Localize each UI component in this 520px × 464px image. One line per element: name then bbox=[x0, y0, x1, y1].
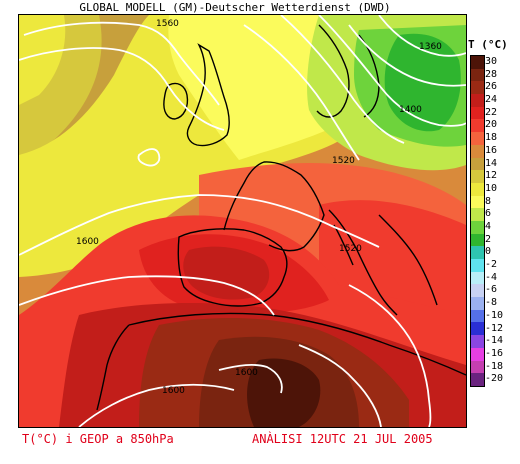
legend-tick-label: -8 bbox=[485, 297, 498, 309]
legend-title: T (°C) bbox=[468, 38, 508, 51]
isoline-label-1520-east: 1520 bbox=[339, 244, 362, 254]
temperature-map: 1560 1360 1400 1520 1600 1520 1600 1600 bbox=[18, 14, 467, 428]
temperature-band-10 bbox=[19, 15, 66, 105]
legend-tick-label: 12 bbox=[485, 170, 498, 182]
legend-tick-label: 24 bbox=[485, 94, 498, 106]
legend-tick-label: 14 bbox=[485, 157, 498, 169]
legend-swatch bbox=[471, 271, 484, 285]
legend-swatch bbox=[471, 119, 484, 133]
legend-swatch bbox=[471, 56, 484, 69]
legend-swatch bbox=[471, 132, 484, 145]
footer-variable-label: T(°C) i GEOP a 850hPa bbox=[22, 432, 174, 446]
legend-tick-label: -16 bbox=[485, 347, 504, 359]
legend-swatch bbox=[471, 246, 484, 259]
legend-tick-label: 30 bbox=[485, 56, 498, 67]
legend-tick-label: -14 bbox=[485, 335, 504, 347]
legend-color-bar bbox=[470, 55, 485, 387]
legend-tick-label: 2 bbox=[485, 233, 492, 245]
isoline-label-1600-west: 1600 bbox=[76, 237, 99, 247]
legend-tick-label: 18 bbox=[485, 132, 498, 144]
legend-tick-label: -18 bbox=[485, 360, 504, 372]
legend-tick-label: -12 bbox=[485, 322, 504, 334]
isoline-label-1520-north: 1520 bbox=[332, 156, 355, 166]
legend-swatch bbox=[471, 144, 484, 158]
legend-tick-label: 8 bbox=[485, 195, 492, 207]
legend-swatch bbox=[471, 297, 484, 310]
isoline-label-1600-southwest: 1600 bbox=[162, 386, 185, 396]
legend-labels: 30 28 26 24 22 20 18 16 14 12 10 8 6 4 2 0 -2 -4 -6 -8 -10 -1… bbox=[485, 55, 520, 385]
legend-tick-label: 10 bbox=[485, 182, 498, 194]
coastlines bbox=[96, 24, 466, 411]
isoline-label-1360: 1360 bbox=[419, 42, 442, 52]
legend-swatch bbox=[471, 182, 484, 196]
isoline-labels: 1560 1360 1400 1520 1600 1520 1600 1600 bbox=[76, 19, 442, 396]
legend-swatch bbox=[471, 94, 484, 107]
legend-tick-label: 16 bbox=[485, 144, 498, 156]
legend-swatch bbox=[471, 81, 484, 95]
legend-tick-label: -6 bbox=[485, 284, 498, 296]
legend-swatch bbox=[471, 233, 484, 247]
legend-swatch bbox=[471, 68, 484, 82]
isoline-label-1560: 1560 bbox=[156, 19, 179, 29]
temperature-band-24 bbox=[183, 246, 270, 300]
legend-swatch bbox=[471, 309, 484, 323]
legend-tick-label: 6 bbox=[485, 208, 492, 220]
geopotential-isolines bbox=[19, 15, 466, 427]
legend-tick-label: 0 bbox=[485, 246, 492, 258]
legend-swatch bbox=[471, 284, 484, 298]
legend-swatch bbox=[471, 157, 484, 171]
legend-swatch bbox=[471, 208, 484, 221]
legend-tick-label: 26 bbox=[485, 81, 498, 93]
legend-swatch bbox=[471, 335, 484, 348]
legend-tick-label: -2 bbox=[485, 259, 498, 271]
legend-swatch bbox=[471, 170, 484, 183]
legend-tick-label: 20 bbox=[485, 119, 498, 131]
temperature-band-30 bbox=[247, 358, 321, 427]
legend-swatch bbox=[471, 195, 484, 209]
temperature-band-2 bbox=[384, 33, 461, 132]
legend-swatch bbox=[471, 360, 484, 374]
legend-tick-label: 4 bbox=[485, 221, 492, 232]
legend-tick-label: -10 bbox=[485, 309, 504, 321]
legend-swatch bbox=[471, 373, 484, 386]
legend-swatch bbox=[471, 220, 484, 234]
legend-tick-label: 28 bbox=[485, 68, 498, 80]
legend-swatch bbox=[471, 347, 484, 361]
map-title: GLOBAL MODELL (GM)-Deutscher Wetterdiens… bbox=[79, 1, 391, 14]
footer-analysis-time: ANÀLISI 12UTC 21 JUL 2005 bbox=[252, 432, 433, 446]
isoline-label-1400: 1400 bbox=[399, 105, 422, 115]
legend-swatch bbox=[471, 259, 484, 272]
map-canvas: 1560 1360 1400 1520 1600 1520 1600 1600 bbox=[19, 15, 466, 427]
isoline-label-1600-south: 1600 bbox=[235, 368, 258, 378]
legend-tick-label: -20 bbox=[485, 373, 504, 385]
legend-swatch bbox=[471, 106, 484, 120]
legend-tick-label: -4 bbox=[485, 271, 498, 283]
legend-tick-label: 22 bbox=[485, 106, 498, 118]
legend-swatch bbox=[471, 322, 484, 336]
